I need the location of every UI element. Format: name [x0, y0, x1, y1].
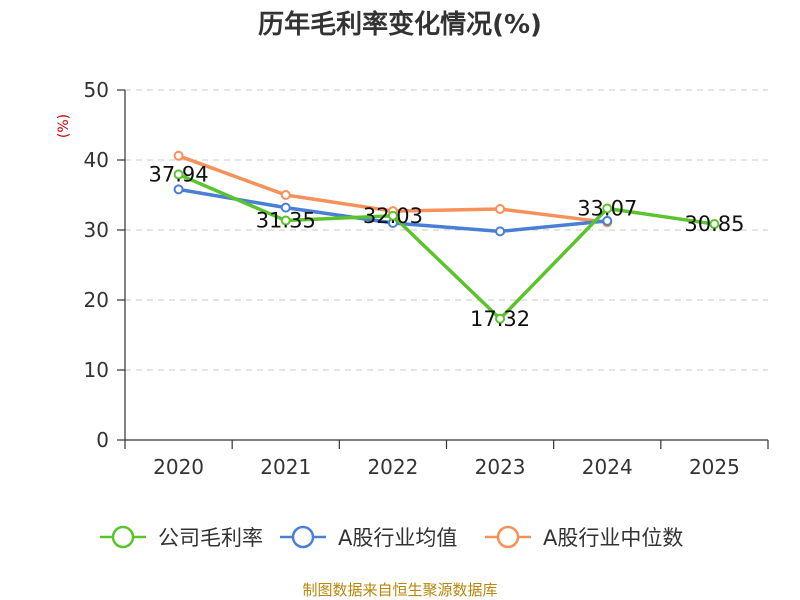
y-tick-label: 10 — [84, 358, 109, 382]
data-label: 37.94 — [149, 162, 209, 186]
data-label: 30.85 — [684, 212, 744, 236]
legend-label: 公司毛利率 — [158, 526, 263, 550]
legend[interactable]: 公司毛利率 A股行业均值 A股行业中位数 — [100, 525, 683, 550]
y-tick-label: 40 — [84, 148, 109, 172]
data-label: 31.35 — [256, 209, 316, 233]
data-point — [280, 215, 291, 226]
data-label: 17.32 — [470, 307, 530, 331]
x-tick-label: 2023 — [475, 455, 526, 479]
data-point — [173, 150, 184, 161]
data-point — [387, 210, 398, 221]
legend-swatch-marker — [496, 525, 520, 549]
legend-swatch-marker — [111, 525, 135, 549]
x-tick-label: 2020 — [153, 455, 204, 479]
legend-label: A股行业均值 — [338, 526, 457, 550]
data-point — [173, 184, 184, 195]
source-note: 制图数据来自恒生聚源数据库 — [302, 581, 497, 599]
legend-item-2[interactable]: A股行业中位数 — [485, 525, 683, 550]
data-label: 32.03 — [363, 204, 423, 228]
data-point — [602, 215, 613, 226]
y-tick-label: 0 — [96, 428, 109, 452]
data-labels: 37.94 31.35 32.03 17.32 33.07 30.85 — [149, 162, 745, 330]
data-point — [280, 190, 291, 200]
x-tick-label: 2021 — [260, 455, 311, 479]
x-tick-label: 2022 — [367, 455, 418, 479]
data-point — [495, 204, 506, 214]
data-point — [602, 203, 613, 214]
data-label: 33.07 — [577, 197, 637, 221]
axes: 0 10 20 30 40 50 2020 2021 2022 2023 2024 2025 — [84, 78, 769, 479]
data-point — [280, 202, 291, 213]
x-tick-label: 2025 — [689, 455, 740, 479]
data-point — [495, 313, 506, 324]
series-line-0 — [177, 172, 715, 321]
x-tick-label: 2024 — [582, 455, 633, 479]
data-point — [709, 219, 720, 230]
chart-title: 历年毛利率变化情况(%) — [258, 9, 542, 40]
grid — [125, 89, 768, 371]
legend-item-1[interactable]: A股行业均值 — [280, 525, 457, 550]
legend-swatch-marker — [291, 525, 315, 549]
y-tick-label: 50 — [84, 78, 109, 102]
y-tick-label: 20 — [84, 288, 109, 312]
y-tick-label: 30 — [84, 218, 109, 242]
legend-label: A股行业中位数 — [543, 526, 683, 550]
data-point — [173, 169, 184, 180]
legend-item-0[interactable]: 公司毛利率 — [100, 525, 263, 550]
data-point — [495, 226, 506, 237]
y-unit-label: (%) — [56, 114, 72, 138]
series-lines — [173, 150, 720, 324]
